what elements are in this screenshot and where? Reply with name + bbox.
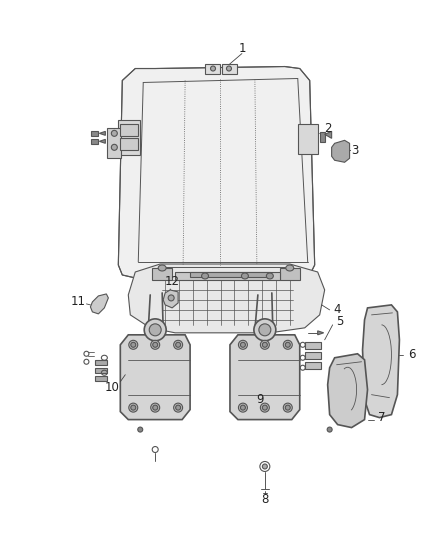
Text: 6: 6 [408,348,415,361]
Polygon shape [128,264,325,333]
Text: 12: 12 [165,276,180,288]
Ellipse shape [173,340,183,349]
Polygon shape [163,290,178,308]
Ellipse shape [151,340,160,349]
Bar [205,63,220,74]
Polygon shape [363,305,399,417]
Ellipse shape [262,342,267,348]
Ellipse shape [260,340,269,349]
Ellipse shape [240,342,245,348]
Ellipse shape [283,403,292,412]
Ellipse shape [259,324,271,336]
Ellipse shape [283,340,292,349]
Text: 11: 11 [71,295,86,309]
Bar [120,139,138,150]
Ellipse shape [327,427,332,432]
Text: 8: 8 [261,493,268,506]
Bar [120,124,138,136]
Ellipse shape [138,427,143,432]
Ellipse shape [153,405,158,410]
Ellipse shape [241,273,248,279]
Ellipse shape [262,405,267,410]
Ellipse shape [131,342,136,348]
Ellipse shape [111,144,117,150]
Ellipse shape [226,66,231,71]
Bar [95,376,107,381]
Bar [92,131,99,136]
Bar [298,124,318,154]
Bar [92,139,99,144]
Ellipse shape [285,405,290,410]
Ellipse shape [240,405,245,410]
Ellipse shape [129,340,138,349]
Ellipse shape [158,265,166,271]
Polygon shape [118,67,314,278]
Polygon shape [99,139,106,143]
Bar [175,272,280,280]
Ellipse shape [168,295,174,301]
Text: 2: 2 [324,122,332,135]
Bar [305,352,321,359]
Bar [280,268,300,280]
Ellipse shape [286,265,294,271]
Ellipse shape [254,319,276,341]
Polygon shape [332,140,350,162]
Ellipse shape [238,340,247,349]
Ellipse shape [238,403,247,412]
Polygon shape [120,335,190,419]
Bar [190,272,270,277]
Ellipse shape [285,342,290,348]
Ellipse shape [201,273,208,279]
Polygon shape [230,335,300,419]
Text: 10: 10 [105,381,120,394]
Bar [152,268,172,280]
Bar [305,342,321,349]
Ellipse shape [211,66,215,71]
Text: 1: 1 [238,42,246,55]
Polygon shape [328,354,367,427]
Ellipse shape [176,342,180,348]
Polygon shape [325,131,332,139]
Text: 4: 4 [334,303,341,317]
Ellipse shape [129,403,138,412]
Ellipse shape [149,324,161,336]
Text: 9: 9 [256,393,264,406]
Bar [320,132,325,142]
Ellipse shape [266,273,273,279]
Text: 7: 7 [378,411,385,424]
Polygon shape [90,294,108,314]
Ellipse shape [176,405,180,410]
Bar [95,360,107,365]
Bar [107,128,121,158]
Text: 3: 3 [351,144,358,157]
Ellipse shape [173,403,183,412]
Ellipse shape [111,131,117,136]
Bar [118,120,140,155]
Ellipse shape [153,342,158,348]
Ellipse shape [144,319,166,341]
Bar [222,63,237,74]
Ellipse shape [151,403,160,412]
Text: 5: 5 [336,316,343,328]
Ellipse shape [131,405,136,410]
Polygon shape [99,131,106,135]
Ellipse shape [260,403,269,412]
Polygon shape [318,331,324,335]
Bar [95,368,107,373]
Ellipse shape [262,464,267,469]
Bar [305,362,321,369]
